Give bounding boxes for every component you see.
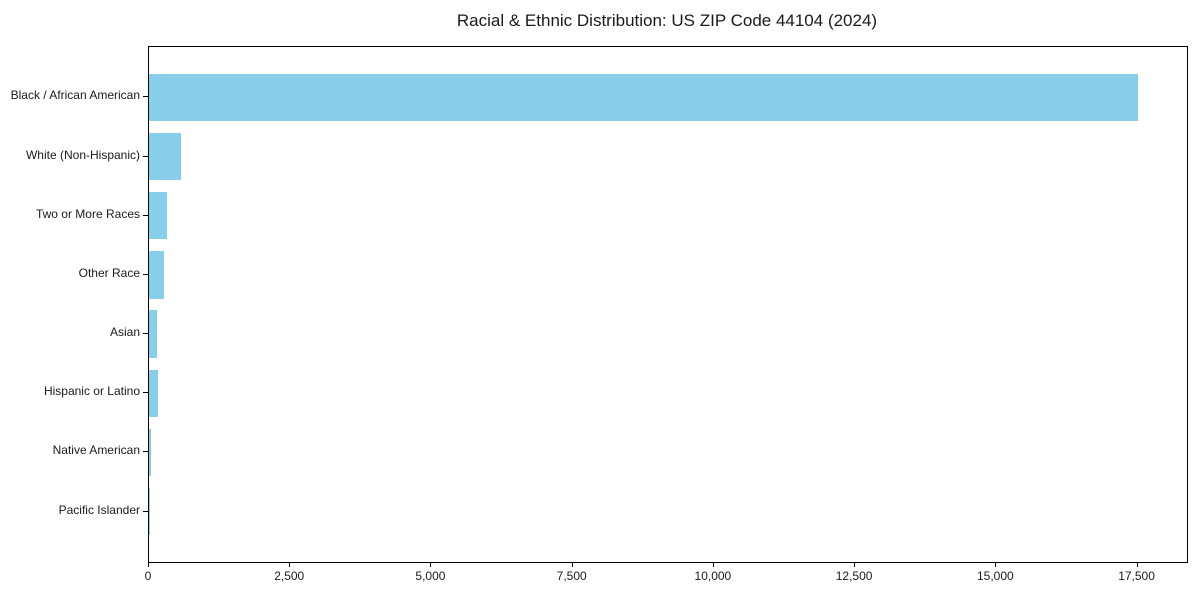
x-tick bbox=[148, 562, 149, 567]
y-tick bbox=[143, 510, 148, 512]
y-tick bbox=[143, 392, 148, 394]
x-tick bbox=[430, 562, 432, 567]
x-axis-tick-label: 5,000 bbox=[415, 569, 446, 583]
y-axis-label: Other Race bbox=[78, 265, 140, 280]
y-axis-label: Asian bbox=[109, 325, 140, 340]
x-axis-tick-label: 7,500 bbox=[556, 569, 587, 583]
x-tick bbox=[712, 562, 714, 567]
x-axis-tick-label: 17,500 bbox=[1118, 569, 1155, 583]
x-axis-tick-label: 10,000 bbox=[694, 569, 732, 583]
y-axis-label: Pacific Islander bbox=[58, 502, 140, 517]
y-tick bbox=[143, 155, 148, 157]
bar bbox=[149, 132, 181, 181]
y-axis-label: Two or More Races bbox=[35, 206, 140, 221]
x-tick bbox=[289, 562, 291, 567]
y-tick bbox=[143, 333, 148, 335]
bar bbox=[149, 310, 158, 358]
x-tick bbox=[854, 562, 856, 567]
chart-title: Racial & Ethnic Distribution: US ZIP Cod… bbox=[456, 11, 878, 30]
bar bbox=[149, 192, 167, 240]
x-axis-tick-label: 2,500 bbox=[274, 569, 305, 583]
y-tick bbox=[143, 96, 148, 98]
y-axis-label: Hispanic or Latino bbox=[43, 384, 140, 399]
y-tick bbox=[143, 273, 148, 275]
x-axis-tick-label: 12,500 bbox=[835, 569, 873, 583]
bar bbox=[149, 251, 164, 299]
plot-area bbox=[148, 46, 1188, 563]
x-axis-tick-label: 0 bbox=[144, 569, 152, 583]
y-axis-label: Black / African American bbox=[10, 88, 140, 103]
bar bbox=[149, 73, 1138, 121]
y-tick bbox=[143, 214, 148, 216]
x-tick bbox=[995, 562, 997, 567]
bar bbox=[149, 428, 151, 477]
x-tick bbox=[571, 562, 573, 567]
y-tick bbox=[143, 451, 148, 453]
bar bbox=[149, 369, 158, 417]
x-axis-tick-label: 15,000 bbox=[976, 569, 1014, 583]
y-axis-label: White (Non-Hispanic) bbox=[25, 147, 140, 162]
x-tick bbox=[1136, 562, 1138, 567]
y-axis-label: Native American bbox=[52, 443, 140, 458]
